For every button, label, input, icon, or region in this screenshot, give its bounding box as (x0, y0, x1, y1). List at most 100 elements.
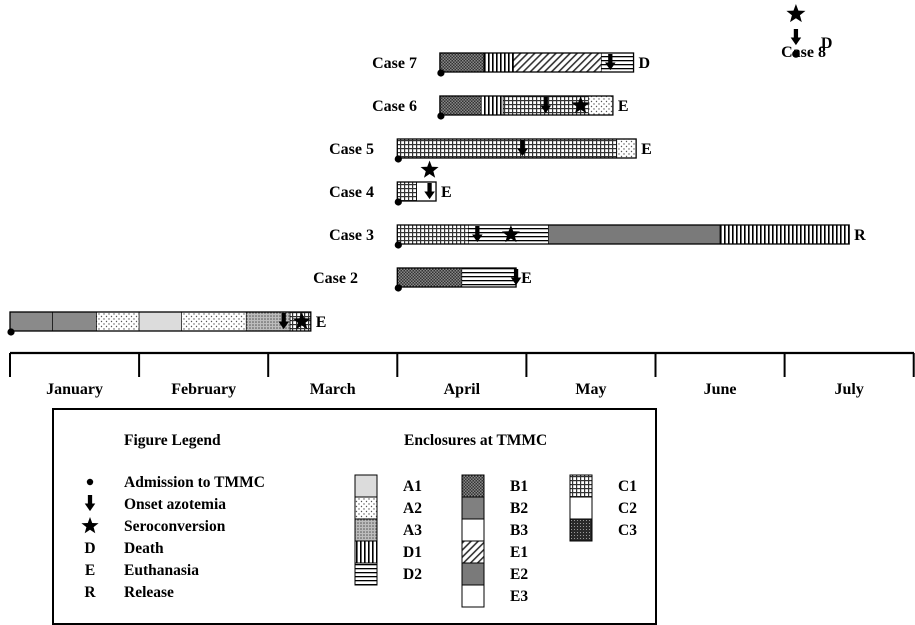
legend-enclosure-code: C3 (618, 522, 637, 539)
legend-enclosure-code: A3 (403, 522, 422, 539)
case-label: Case 4 (329, 184, 374, 201)
legend-enclosure-row: C3 (569, 518, 637, 542)
enclosure-segment (600, 52, 634, 73)
case-bar-outline (396, 138, 637, 159)
legend-enclosure-row: A3 (354, 518, 422, 542)
case-row: Case 7 D (372, 52, 650, 77)
legend-enclosure-row: B2 (461, 496, 528, 520)
legend-enclosure-code: E3 (510, 588, 528, 605)
legend-enclosure-row: A2 (354, 496, 422, 520)
azotemia-arrow (605, 54, 616, 71)
legend-figure-title: Figure Legend (124, 432, 221, 449)
enclosure-segment (719, 224, 850, 245)
case-row: Case 1E (7, 311, 327, 336)
legend-enclosure-row: C1 (569, 474, 637, 498)
seroconversion-star (786, 4, 806, 23)
legend-symbol-text: Seroconversion (124, 518, 226, 535)
outcome-label: D (821, 35, 833, 52)
month-label: January (46, 381, 103, 398)
enclosure-segment (439, 95, 482, 116)
azotemia-arrow (424, 183, 435, 200)
legend-enclosure-row: E2 (461, 562, 528, 586)
enclosure-segment (9, 311, 53, 332)
legend-swatch (569, 518, 593, 542)
case-bar-outline (439, 95, 614, 116)
enclosure-segment (513, 52, 602, 73)
month-label: June (704, 381, 737, 398)
legend-symbol-row: Onset azotemia (84, 495, 226, 513)
month-label: March (310, 381, 356, 398)
enclosure-segment (396, 224, 469, 245)
enclosure-segment (588, 95, 614, 116)
enclosure-segment (461, 267, 517, 288)
azotemia-arrow (278, 313, 289, 330)
legend-symbol-row: Seroconversion (81, 517, 226, 535)
legend-swatch (354, 540, 378, 564)
legend-swatch (354, 496, 378, 520)
case-label: Case 8 (781, 44, 826, 61)
legend-enclosure-row: E3 (461, 584, 528, 608)
legend-symbol-row: R Release (84, 584, 174, 601)
case-label: Case 2 (313, 270, 358, 287)
case-row: Case 3 R (329, 224, 866, 249)
case-bar-outline (396, 181, 437, 202)
admission-dot (437, 69, 445, 77)
admission-dot (394, 284, 402, 292)
month-axis: January February March April May June July (9, 351, 915, 398)
seroconversion-star (420, 160, 439, 178)
enclosure-segment (396, 267, 463, 288)
enclosure-segment (548, 224, 721, 245)
case-row: Case 8D (781, 4, 832, 61)
enclosure-segment (396, 138, 618, 159)
legend-enclosures: A1 A2 A3 D1 D2 B1 B2 B3 E1 E2 E3 C1 C2 C3 (354, 474, 637, 608)
legend-symbols: Admission to TMMC Onset azotemia Seroconve… (81, 474, 265, 601)
month-label: April (444, 381, 481, 398)
admission-dot (394, 155, 402, 163)
enclosure-segment (483, 52, 514, 73)
admission-dot (86, 478, 94, 486)
azotemia-arrow (517, 140, 528, 157)
legend-enclosure-code: E1 (510, 544, 528, 561)
outcome-label: E (316, 314, 327, 331)
legend-enclosure-code: B3 (510, 522, 528, 539)
case-row: Case 5 E (329, 138, 652, 163)
enclosure-segment (416, 181, 437, 202)
enclosure-segment (96, 311, 140, 332)
legend-enclosure-code: E2 (510, 566, 528, 583)
azotemia-arrow (540, 97, 552, 114)
case-bar-outline (9, 311, 312, 332)
legend-glyph: D (84, 540, 95, 557)
legend-swatch (461, 540, 485, 564)
legend-swatch (461, 474, 485, 498)
legend-symbol-row: D Death (84, 540, 164, 557)
legend-glyph: E (85, 562, 95, 579)
legend-symbol-text: Admission to TMMC (124, 474, 265, 491)
admission-dot (7, 328, 15, 336)
legend-enclosure-code: C2 (618, 500, 637, 517)
legend-enclosure-row: C2 (569, 496, 637, 520)
admission-dot (394, 198, 402, 206)
legend-symbol-row: Admission to TMMC (86, 474, 265, 491)
legend-enclosure-row: B3 (461, 518, 528, 542)
admission-dot (437, 112, 445, 120)
legend-enclosure-code: B1 (510, 478, 528, 495)
legend-symbol-text: Death (124, 540, 164, 557)
month-label: May (575, 381, 606, 398)
admission-dot (394, 241, 402, 249)
month-label: February (171, 381, 236, 398)
azotemia-arrow (472, 226, 483, 243)
case-label: Case 7 (372, 55, 417, 72)
month-label: July (834, 381, 863, 398)
case-bar-outline (439, 52, 635, 73)
legend-symbol-text: Euthanasia (124, 562, 199, 579)
legend-enclosure-code: A1 (403, 478, 422, 495)
seroconversion-star (292, 312, 311, 330)
case-label: Case 3 (329, 227, 374, 244)
legend-enclosure-code: D2 (403, 566, 422, 583)
enclosure-segment (52, 311, 97, 332)
legend-swatch (354, 474, 378, 498)
enclosure-segment (480, 95, 504, 116)
seroconversion-star (81, 517, 99, 534)
legend-box (52, 408, 657, 625)
